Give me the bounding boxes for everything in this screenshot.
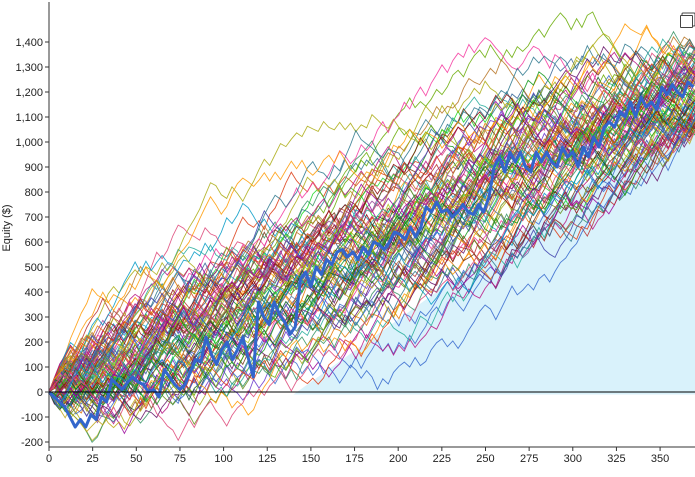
simulation-line-85 bbox=[48, 113, 695, 400]
simulation-line-70 bbox=[48, 73, 695, 419]
y-tick-label: 300 bbox=[25, 312, 43, 324]
simulation-line-93 bbox=[48, 107, 695, 393]
x-tick-label: 225 bbox=[433, 453, 451, 465]
x-tick-label: 0 bbox=[46, 453, 52, 465]
y-tick-label: -100 bbox=[21, 412, 43, 424]
y-tick-label: 400 bbox=[25, 287, 43, 299]
y-tick-label: 200 bbox=[25, 337, 43, 349]
simulation-line-83 bbox=[48, 36, 695, 393]
y-tick-label: 700 bbox=[25, 212, 43, 224]
simulation-line-51 bbox=[48, 122, 695, 406]
simulation-line-40 bbox=[48, 105, 695, 406]
y-tick-label: 1,000 bbox=[15, 137, 43, 149]
simulation-line-89 bbox=[48, 38, 695, 395]
expand-chart-icon[interactable] bbox=[680, 15, 693, 28]
x-tick-label: 125 bbox=[258, 453, 276, 465]
simulation-line-80 bbox=[48, 52, 695, 393]
y-tick-label: 1,200 bbox=[15, 87, 43, 99]
simulation-line-66 bbox=[48, 118, 695, 417]
x-tick-label: 350 bbox=[651, 453, 669, 465]
highlight-line bbox=[47, 80, 695, 429]
simulation-line-98 bbox=[48, 65, 695, 401]
simulation-line-90 bbox=[48, 56, 695, 393]
y-tick-label: 1,400 bbox=[15, 37, 43, 49]
y-tick-label: 1,300 bbox=[15, 62, 43, 74]
y-tick-label: 800 bbox=[25, 187, 43, 199]
simulation-line-43 bbox=[48, 107, 695, 410]
simulation-line-81 bbox=[48, 72, 695, 393]
x-tick-label: 150 bbox=[302, 453, 320, 465]
y-tick-label: 0 bbox=[37, 387, 43, 399]
axes bbox=[48, 2, 695, 448]
y-axis-title: Equity ($) bbox=[1, 204, 13, 251]
x-axis-ticks: 0 25 50 75 100 125 150 175 200 225 250 275 300 325 350 bbox=[46, 447, 669, 465]
simulation-line-100 bbox=[48, 131, 695, 442]
simulation-line-18 bbox=[48, 109, 695, 444]
y-tick-label: 1,100 bbox=[15, 112, 43, 124]
x-tick-label: 75 bbox=[174, 453, 186, 465]
y-tick-label: 500 bbox=[25, 262, 43, 274]
x-tick-label: 25 bbox=[87, 453, 99, 465]
highlight-line-layer bbox=[47, 80, 695, 429]
simulation-line-23 bbox=[48, 121, 695, 425]
x-tick-label: 200 bbox=[389, 453, 407, 465]
simulation-line-96 bbox=[48, 23, 695, 393]
simulation-line-27 bbox=[48, 68, 695, 396]
simulation-line-91 bbox=[48, 130, 695, 430]
y-tick-label: 600 bbox=[25, 237, 43, 249]
x-tick-label: 175 bbox=[345, 453, 363, 465]
y-tick-label: 900 bbox=[25, 162, 43, 174]
simulation-line-82 bbox=[48, 92, 695, 393]
simulation-line-30 bbox=[48, 62, 695, 412]
simulation-line-95 bbox=[48, 58, 695, 393]
x-tick-label: 250 bbox=[476, 453, 494, 465]
simulation-line-97 bbox=[48, 80, 695, 413]
x-tick-label: 275 bbox=[520, 453, 538, 465]
x-tick-label: 100 bbox=[214, 453, 232, 465]
simulation-line-78 bbox=[48, 87, 695, 393]
simulation-line-68 bbox=[48, 105, 695, 393]
simulation-lines bbox=[48, 11, 695, 444]
y-tick-label: 100 bbox=[25, 362, 43, 374]
x-tick-label: 300 bbox=[564, 453, 582, 465]
x-tick-label: 325 bbox=[607, 453, 625, 465]
y-tick-label: -200 bbox=[21, 437, 43, 449]
simulation-line-99 bbox=[48, 102, 695, 403]
y-axis-ticks: -200 -100 0 100 200 300 400 500 600 700 800 900 1,00… bbox=[15, 37, 49, 449]
simulation-line-86 bbox=[48, 37, 695, 393]
x-tick-label: 50 bbox=[130, 453, 142, 465]
simulation-line-94 bbox=[48, 118, 695, 409]
